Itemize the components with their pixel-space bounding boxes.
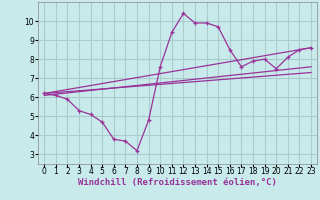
X-axis label: Windchill (Refroidissement éolien,°C): Windchill (Refroidissement éolien,°C) [78, 178, 277, 187]
